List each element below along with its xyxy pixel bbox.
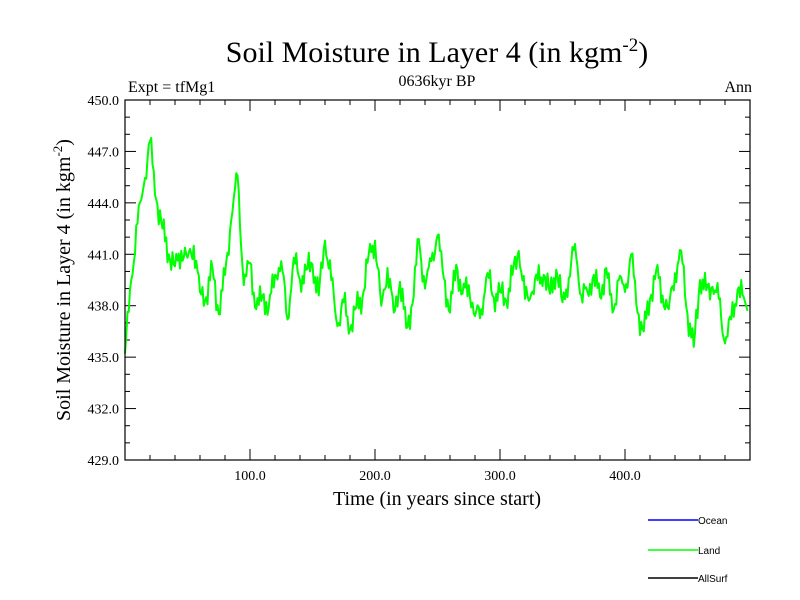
legend-label-ocean: Ocean bbox=[698, 516, 727, 527]
legend-label-allsurf: AllSurf bbox=[698, 574, 728, 585]
y-tick-label: 429.0 bbox=[88, 454, 120, 469]
experiment-label: Expt = tfMg1 bbox=[128, 79, 215, 96]
axes: 429.0 432.0 435.0 438.0 441.0 444.0 447.0 450.0… bbox=[88, 94, 750, 484]
x-tick-label: 300.0 bbox=[484, 469, 516, 484]
chart-title: Soil Moisture in Layer 4 (in kgm-2) bbox=[226, 35, 648, 69]
x-tick-label: 200.0 bbox=[359, 469, 391, 484]
y-tick-label: 444.0 bbox=[88, 197, 120, 212]
series-layer bbox=[124, 136, 749, 354]
y-tick-label: 438.0 bbox=[88, 300, 120, 315]
season-label: Ann bbox=[724, 79, 752, 96]
series-line-land bbox=[124, 136, 749, 354]
legend-label-land: Land bbox=[698, 546, 720, 557]
x-tick-label: 400.0 bbox=[609, 469, 641, 484]
y-tick-label: 447.0 bbox=[88, 145, 120, 160]
x-tick-label: 100.0 bbox=[234, 469, 266, 484]
y-tick-label: 435.0 bbox=[88, 351, 120, 366]
y-tick-label: 450.0 bbox=[88, 94, 120, 109]
y-tick-label: 432.0 bbox=[88, 403, 120, 418]
y-tick-label: 441.0 bbox=[88, 248, 120, 263]
period-label: 0636kyr BP bbox=[399, 73, 476, 90]
x-axis-title: Time (in years since start) bbox=[333, 488, 541, 510]
legend: Ocean Land AllSurf bbox=[648, 516, 728, 585]
y-axis-title: Soil Moisture in Layer 4 (in kgm-2) bbox=[50, 139, 75, 421]
plot-frame bbox=[124, 99, 751, 461]
